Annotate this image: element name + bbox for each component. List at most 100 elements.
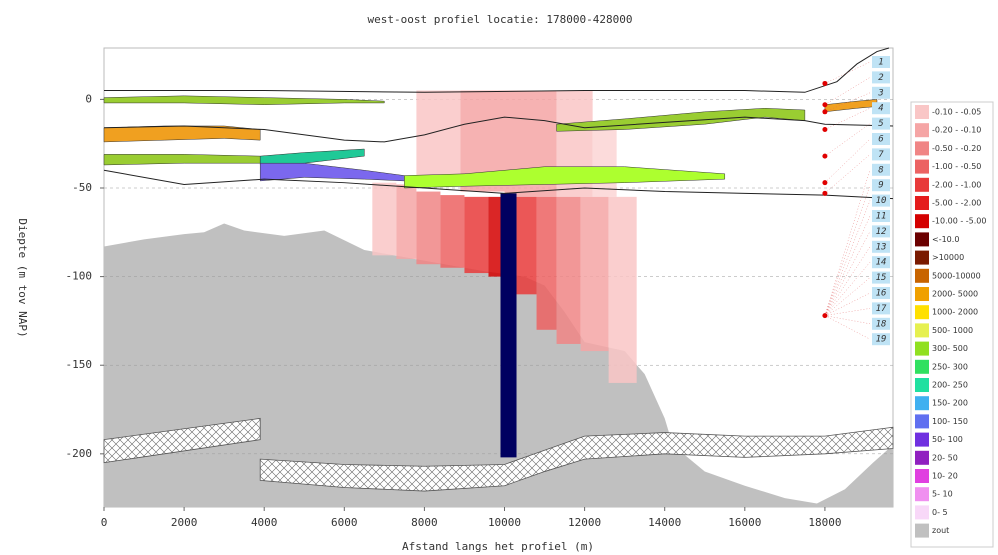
- legend-swatch: [915, 105, 929, 119]
- layer-label: 16: [876, 289, 887, 299]
- y-tick-label: -100: [66, 270, 93, 283]
- connector: [824, 292, 871, 316]
- legend-swatch: [915, 505, 929, 520]
- connector: [824, 92, 871, 112]
- x-tick-label: 2000: [171, 516, 198, 529]
- legend-label: -0.50 - -0.20: [932, 144, 981, 153]
- layer-label: 17: [876, 304, 887, 314]
- layer-label-box: [872, 240, 890, 253]
- legend-label: -0.20 - -0.10: [932, 126, 981, 135]
- subsidence-column: [500, 193, 517, 458]
- x-axis-label: Afstand langs het profiel (m): [402, 540, 594, 553]
- layer-label: 19: [876, 335, 887, 345]
- x-tick-label: 12000: [568, 516, 601, 529]
- legend-label: 5- 10: [932, 490, 953, 499]
- x-tick-label: 18000: [808, 516, 841, 529]
- point: [822, 180, 828, 186]
- chart-title: west-oost profiel locatie: 178000-428000: [368, 13, 633, 26]
- layer-label-box: [872, 256, 890, 269]
- layer-label: 3: [877, 88, 883, 98]
- legend-swatch: [915, 323, 929, 338]
- point: [822, 80, 828, 86]
- legend-label: -1.00 - -0.50: [932, 162, 981, 171]
- legend-swatch: [915, 305, 929, 320]
- layer-label-box: [872, 225, 890, 238]
- subsidence-column: [372, 182, 397, 256]
- legend-swatch: [915, 396, 929, 411]
- legend-swatch: [915, 341, 929, 356]
- layer-label-box: [872, 271, 890, 284]
- legend-swatch: [915, 177, 929, 192]
- legend-swatch: [915, 250, 929, 265]
- connector: [824, 154, 871, 194]
- subsidence-column: [608, 196, 637, 383]
- layer-label: 18: [876, 319, 887, 329]
- legend-label: 10- 20: [932, 472, 958, 481]
- layer-label: 8: [878, 165, 883, 175]
- layer-label-box: [872, 333, 890, 346]
- y-tick-label: 0: [85, 92, 92, 105]
- layer-label: 14: [876, 258, 887, 268]
- legend-label: <-10.0: [932, 235, 959, 244]
- x-tick-label: 16000: [728, 516, 761, 529]
- x-tick-label: 0: [101, 516, 108, 529]
- layer-label: 13: [876, 242, 887, 252]
- legend-swatch: [915, 123, 929, 138]
- legend-label: 150- 200: [932, 399, 968, 408]
- legend-label: 300- 500: [932, 344, 968, 353]
- layer-label: 7: [878, 150, 884, 160]
- connector: [824, 108, 871, 130]
- horizon-line: [103, 116, 894, 143]
- y-axis-label: Diepte (m tov NAP): [16, 218, 29, 337]
- layer-band: [404, 166, 726, 189]
- layer-label-box: [872, 179, 890, 192]
- legend-label: >10000: [932, 253, 964, 262]
- legend-swatch: [915, 469, 929, 483]
- legend-label: -5.00 - -2.00: [932, 199, 981, 208]
- layer-label: 4: [878, 104, 883, 114]
- layer-label-box: [872, 117, 890, 130]
- hatched-layer: [259, 426, 894, 492]
- point: [822, 153, 828, 159]
- layer-label-box: [872, 86, 890, 99]
- point: [822, 190, 828, 196]
- point: [822, 109, 828, 115]
- layer-label: 6: [878, 135, 883, 145]
- layer-label-box: [872, 102, 890, 115]
- legend-label: 500- 1000: [932, 326, 973, 335]
- connector: [824, 277, 871, 316]
- legend-label: zout: [932, 526, 949, 535]
- subsidence-column: [580, 196, 609, 352]
- y-tick-label: -150: [66, 358, 93, 371]
- subsidence-column: [536, 196, 557, 330]
- y-tick-label: -50: [72, 181, 92, 194]
- legend-label: 50- 100: [932, 435, 963, 444]
- connector: [824, 231, 871, 316]
- x-tick-label: 10000: [488, 516, 521, 529]
- layer-label-box: [872, 163, 890, 176]
- legend-swatch: [915, 196, 929, 210]
- point: [822, 313, 828, 319]
- connector: [824, 215, 871, 316]
- legend-label: 5000-10000: [932, 271, 981, 280]
- layer-label: 9: [878, 181, 883, 191]
- layer-label-box: [872, 56, 890, 68]
- legend-label: 100- 150: [932, 417, 968, 426]
- layer-band: [103, 154, 261, 166]
- x-tick-label: 4000: [251, 516, 278, 529]
- x-tick-label: 8000: [411, 516, 438, 529]
- x-tick-label: 14000: [648, 516, 681, 529]
- layer-label-box: [872, 71, 890, 84]
- layer-label-box: [872, 133, 890, 145]
- legend-swatch: [915, 432, 929, 447]
- connector: [824, 200, 871, 316]
- legend-label: 20- 50: [932, 453, 958, 462]
- layer-label: 15: [876, 273, 887, 283]
- point: [822, 102, 828, 108]
- connector: [824, 61, 871, 84]
- layer-label: 12: [876, 227, 887, 237]
- layer-label-box: [872, 317, 890, 330]
- legend-label: 0- 5: [932, 508, 948, 517]
- layer-label: 10: [876, 196, 887, 206]
